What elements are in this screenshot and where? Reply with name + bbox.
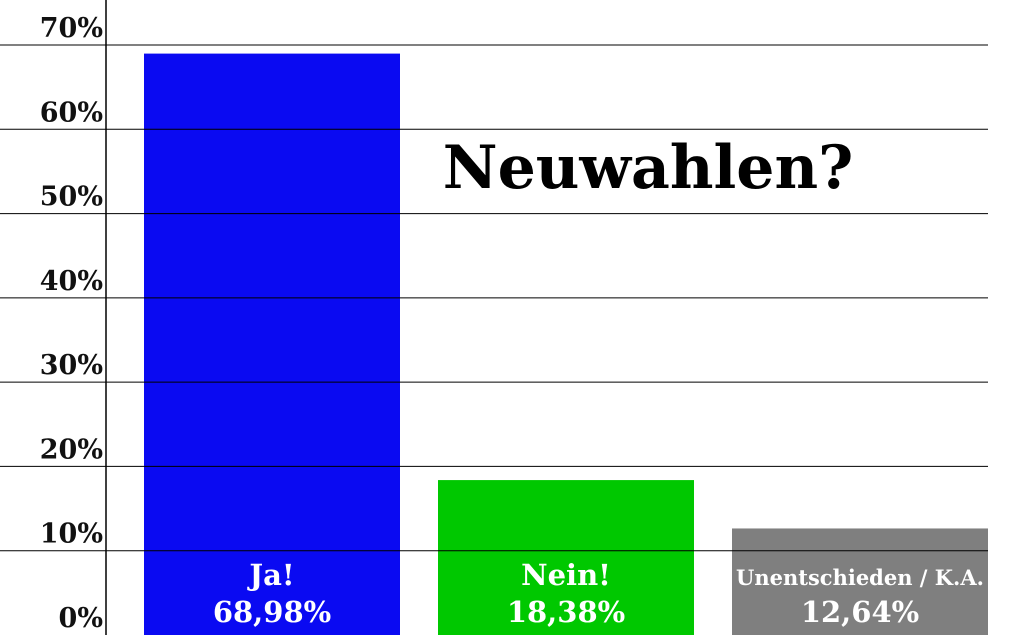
y-tick-label: 20% xyxy=(40,434,103,465)
y-tick-label: 10% xyxy=(40,519,103,550)
bar-value-label: 12,64% xyxy=(801,595,919,629)
bars: Ja!68,98% Nein!18,38% Unentschieden / K.A.… xyxy=(144,53,988,635)
y-tick-label: 70% xyxy=(40,13,103,44)
y-tick-label: 40% xyxy=(40,266,103,297)
bar-category-label: Nein! xyxy=(521,558,611,592)
bar xyxy=(144,53,400,635)
y-tick-label: 60% xyxy=(40,97,103,128)
y-axis-ticks: 0% 10% 20% 30% 40% 50% 60% 70% xyxy=(40,13,103,634)
y-tick-label: 0% xyxy=(59,603,103,634)
y-tick-label: 30% xyxy=(40,350,103,381)
y-tick-label: 50% xyxy=(40,182,103,213)
bar xyxy=(438,480,694,635)
bar-category-label: Ja! xyxy=(246,558,294,592)
bar-value-label: 68,98% xyxy=(213,595,331,629)
bar xyxy=(732,528,988,635)
bar-value-label: 18,38% xyxy=(507,595,625,629)
chart-title: Neuwahlen? xyxy=(443,133,854,203)
bar-category-label: Unentschieden / K.A. xyxy=(736,565,984,590)
